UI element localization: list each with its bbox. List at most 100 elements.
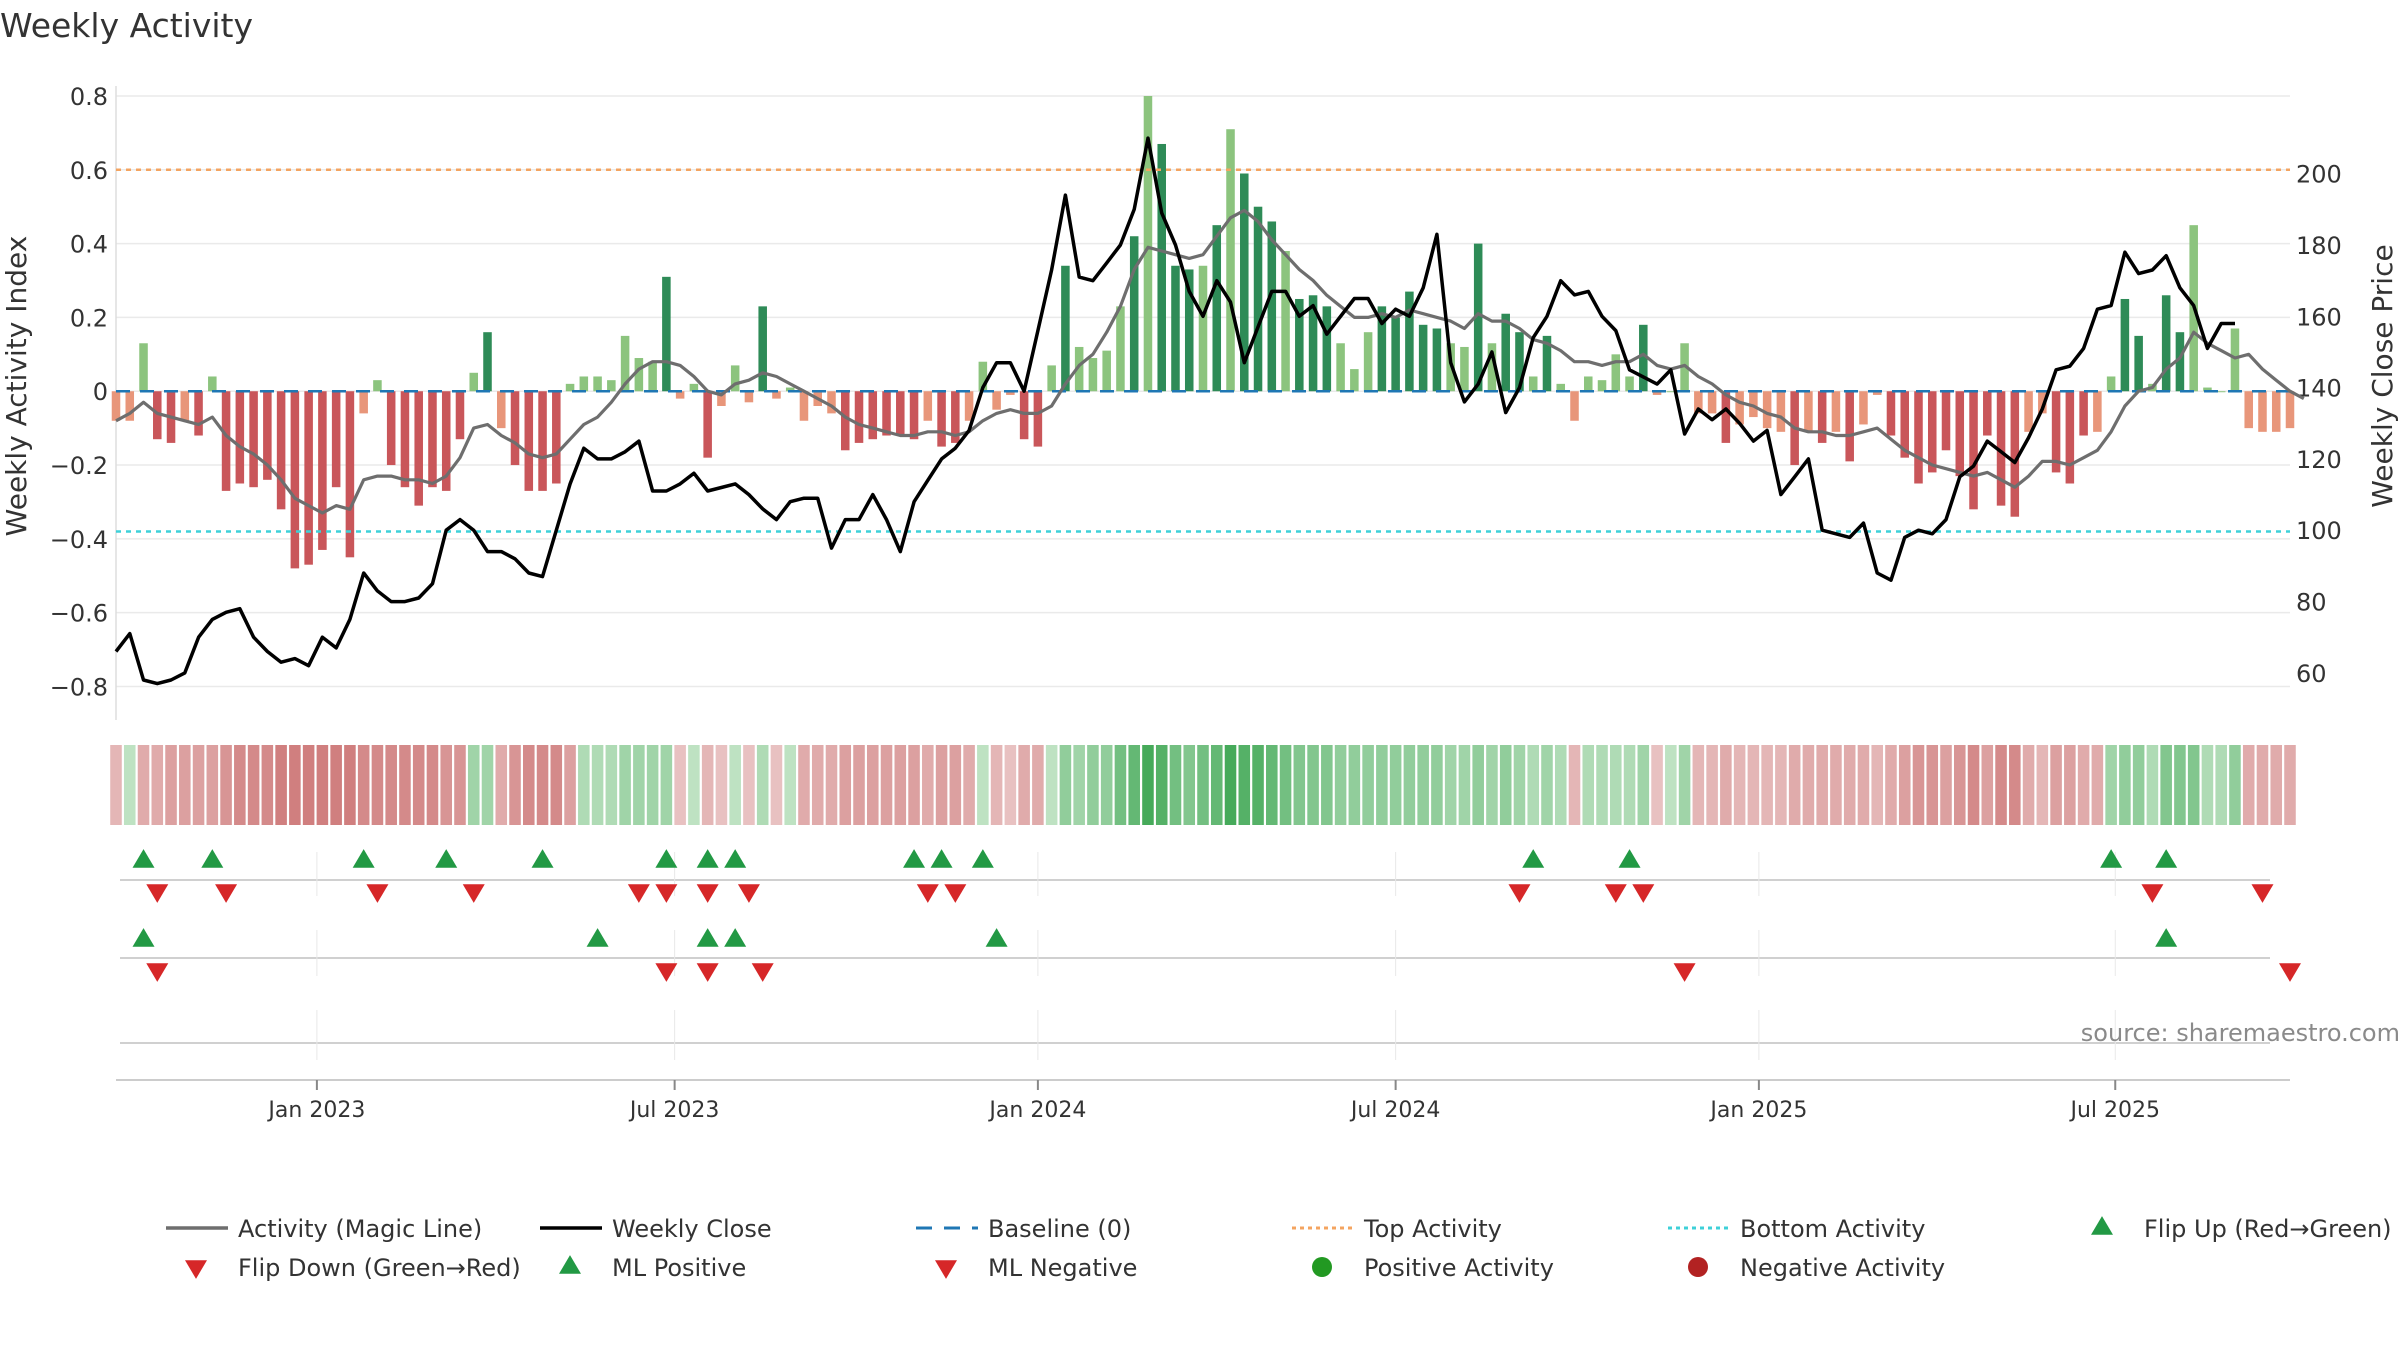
left-tick-label: 0.8	[70, 83, 108, 111]
heat-cell	[2201, 745, 2214, 825]
activity-bar	[552, 391, 561, 484]
activity-bar	[607, 380, 616, 392]
activity-bar	[1597, 380, 1607, 392]
activity-bar	[1157, 143, 1166, 392]
x-tick-label: Jan 2023	[266, 1098, 365, 1123]
heat-cell	[357, 745, 370, 825]
heat-cell	[1678, 745, 1691, 825]
activity-bar	[235, 391, 245, 484]
legend-item: Positive Activity	[1312, 1254, 1554, 1282]
heat-cell	[1266, 745, 1278, 825]
legend-label: Flip Up (Red→Green)	[2144, 1215, 2392, 1243]
ml-negative-marker	[146, 963, 169, 982]
activity-bar	[2285, 391, 2295, 429]
heat-cell	[192, 745, 205, 825]
activity-bar	[868, 391, 878, 440]
activity-bar	[1900, 391, 1909, 458]
heat-cell	[523, 745, 535, 825]
activity-bar	[455, 391, 465, 440]
activity-bar	[1405, 291, 1414, 392]
ml-negative-marker	[1673, 963, 1696, 982]
heat-cell	[550, 745, 563, 825]
heat-cell	[2009, 745, 2021, 825]
legend-swatch	[559, 1255, 581, 1274]
activity-bar	[1749, 391, 1758, 418]
heat-cell	[825, 745, 838, 825]
heat-cell	[922, 745, 934, 825]
left-tick-label: −0.2	[50, 452, 108, 480]
heat-cell	[344, 745, 356, 825]
heat-cell	[412, 745, 425, 825]
heat-cell	[1087, 745, 1099, 825]
heat-cell	[440, 745, 453, 825]
flip-down-marker	[366, 884, 389, 903]
legend-item: Weekly Close	[540, 1215, 772, 1243]
left-tick-label: 0	[93, 378, 108, 406]
activity-bar	[1143, 96, 1153, 392]
heat-cell	[509, 745, 521, 825]
heat-cell	[2022, 745, 2035, 825]
activity-bar	[2134, 335, 2143, 392]
flip-down-marker	[655, 884, 678, 903]
heat-cell	[605, 745, 618, 825]
flip-down-marker	[916, 884, 939, 903]
activity-bar	[662, 276, 671, 392]
heat-strip	[110, 745, 2296, 825]
legend-item: ML Negative	[935, 1254, 1137, 1282]
heat-cell	[949, 745, 962, 825]
heat-cell	[1238, 745, 1251, 825]
activity-bar	[111, 391, 121, 421]
heat-cell	[1004, 745, 1017, 825]
flip-down-marker	[1508, 884, 1531, 903]
left-axis-label: Weekly Activity Index	[0, 236, 33, 537]
heat-cell	[798, 745, 810, 825]
ml-negative-marker	[751, 963, 774, 982]
activity-bar	[1116, 306, 1125, 392]
left-tick-label: 0.4	[70, 231, 108, 259]
heat-cell	[866, 745, 879, 825]
heat-cell	[2077, 745, 2090, 825]
heat-cell	[371, 745, 384, 825]
heat-cell	[289, 745, 301, 825]
activity-bar	[1584, 376, 1593, 392]
legend-item: ML Positive	[559, 1254, 746, 1282]
activity-bar	[139, 343, 148, 392]
heat-cell	[1183, 745, 1196, 825]
activity-bar	[1556, 383, 1566, 392]
heat-cell	[2270, 745, 2283, 825]
activity-bar	[923, 391, 933, 421]
heat-cell	[1348, 745, 1361, 825]
legend-swatch	[935, 1260, 957, 1279]
activity-bar	[1831, 391, 1841, 432]
left-tick-label: −0.8	[50, 673, 108, 701]
heat-cell	[1472, 745, 1484, 825]
activity-bar	[1377, 306, 1387, 392]
heat-cell	[316, 745, 329, 825]
activity-bar	[428, 391, 437, 488]
activity-bar	[1707, 391, 1717, 414]
heat-cell	[1747, 745, 1760, 825]
heat-cell	[1898, 745, 1911, 825]
right-tick-label: 180	[2296, 232, 2342, 260]
activity-bar	[744, 391, 754, 403]
activity-bar	[1006, 391, 1015, 395]
heat-cell	[110, 745, 122, 825]
heat-cell	[1692, 745, 1705, 825]
activity-bar	[1914, 391, 1923, 484]
flip-up-marker	[971, 849, 994, 868]
heat-cell	[1431, 745, 1443, 825]
heat-cell	[1871, 745, 1883, 825]
activity-bar	[1666, 391, 1676, 393]
heat-cell	[908, 745, 920, 825]
legend-label: Negative Activity	[1740, 1254, 1945, 1282]
flip-down-marker	[944, 884, 967, 903]
activity-bar	[1694, 391, 1703, 414]
heat-cell	[1830, 745, 1842, 825]
activity-bar	[2161, 295, 2171, 392]
legend-label: Flip Down (Green→Red)	[238, 1254, 521, 1282]
heat-cell	[1059, 745, 1072, 825]
heat-cell	[2242, 745, 2255, 825]
right-tick-label: 160	[2296, 303, 2342, 331]
heat-cell	[165, 745, 177, 825]
